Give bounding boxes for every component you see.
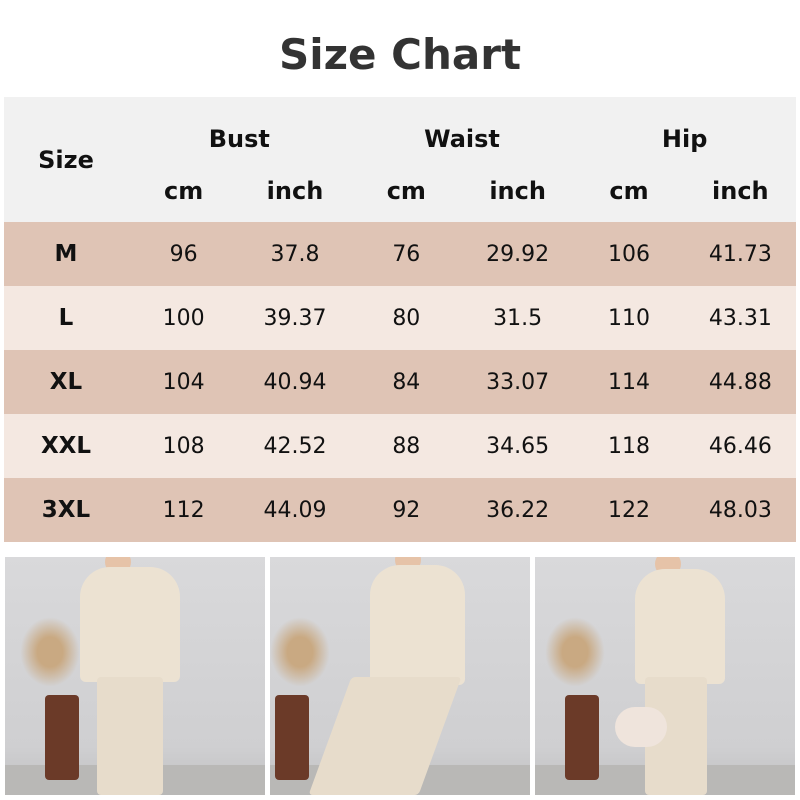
unit-header: cm: [609, 176, 649, 205]
measurement-cell: 104: [162, 369, 205, 395]
product-photo-walking: [270, 557, 530, 795]
unit-header: inch: [489, 176, 546, 205]
waist-header: Waist: [424, 125, 500, 153]
unit-header: inch: [266, 176, 324, 205]
measurement-cell: 114: [607, 369, 650, 395]
measurement-cell: 39.37: [263, 305, 327, 331]
measurement-cell: 37.8: [270, 241, 320, 267]
measurement-cell: 48.03: [708, 497, 772, 523]
unit-header: inch: [712, 176, 769, 205]
measurement-cell: 46.46: [708, 433, 772, 459]
product-photo-front: [5, 557, 265, 795]
table-row: XXL 108 42.52 88 34.65 118 46.46: [4, 414, 796, 478]
measurement-cell: 110: [607, 305, 650, 331]
product-photos: [5, 557, 795, 795]
measurement-cell: 34.65: [486, 433, 550, 459]
bust-header: Bust: [208, 125, 270, 153]
size-cell: L: [58, 305, 74, 331]
unit-header: cm: [164, 176, 204, 205]
measurement-cell: 29.92: [486, 241, 550, 267]
table-row: M 96 37.8 76 29.92 106 41.73: [4, 222, 796, 286]
measurement-cell: 43.31: [708, 305, 772, 331]
unit-header: cm: [386, 176, 426, 205]
measurement-cell: 40.94: [263, 369, 327, 395]
table-row: XL 104 40.94 84 33.07 114 44.88: [4, 350, 796, 414]
measurement-cell: 84: [392, 369, 421, 395]
measurement-cell: 106: [607, 241, 650, 267]
measurement-cell: 42.52: [263, 433, 327, 459]
measurement-cell: 36.22: [486, 497, 550, 523]
measurement-cell: 33.07: [486, 369, 550, 395]
measurement-cell: 100: [162, 305, 205, 331]
measurement-cell: 76: [392, 241, 421, 267]
size-cell: 3XL: [41, 497, 91, 523]
measurement-cell: 44.09: [263, 497, 327, 523]
measurement-cell: 122: [607, 497, 650, 523]
size-cell: M: [54, 241, 78, 267]
measurement-cell: 88: [392, 433, 421, 459]
measurement-cell: 92: [392, 497, 421, 523]
product-photo-with-bag: [535, 557, 795, 795]
measurement-cell: 118: [607, 433, 650, 459]
size-header: Size: [38, 145, 94, 174]
measurement-cell: 108: [162, 433, 205, 459]
size-chart-table: Size Bust Waist Hip cm inch cm inch cm i…: [4, 97, 796, 542]
handbag: [615, 707, 667, 747]
measurement-cell: 96: [169, 241, 198, 267]
measurement-cell: 44.88: [708, 369, 772, 395]
measurement-cell: 80: [392, 305, 421, 331]
size-cell: XL: [49, 369, 83, 395]
table-row: L 100 39.37 80 31.5 110 43.31: [4, 286, 796, 350]
measurement-cell: 112: [162, 497, 205, 523]
table-row: 3XL 112 44.09 92 36.22 122 48.03: [4, 478, 796, 542]
measurement-cell: 31.5: [493, 305, 543, 331]
page-title: Size Chart: [278, 30, 522, 79]
size-cell: XXL: [40, 433, 92, 459]
measurement-cell: 41.73: [708, 241, 772, 267]
hip-header: Hip: [661, 125, 708, 153]
